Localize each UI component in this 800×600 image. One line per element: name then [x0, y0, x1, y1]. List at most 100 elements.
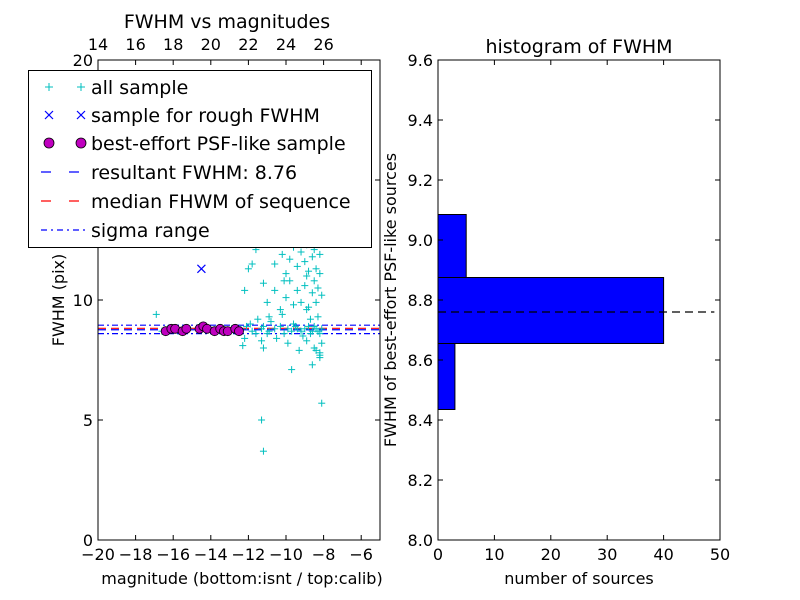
all-sample-point: [258, 337, 266, 345]
all-sample-point: [241, 334, 249, 342]
y-tick-label: 20: [73, 51, 93, 70]
top-x-tick-label: 16: [125, 35, 145, 54]
all-sample-point: [310, 277, 318, 285]
all-sample-point: [278, 250, 286, 258]
legend-label: resultant FWHM: 8.76: [91, 162, 298, 184]
y-tick-label: 5: [83, 411, 93, 430]
all-sample-point: [316, 330, 324, 338]
all-sample-point: [308, 289, 316, 297]
legend-marker-dashdot: [41, 229, 87, 231]
all-sample-point: [293, 262, 301, 270]
all-sample-point: [318, 399, 326, 407]
legend-label: all sample: [91, 77, 189, 99]
histogram-bar: [437, 214, 467, 278]
all-sample-point: [271, 286, 279, 294]
x-tick-label: 20: [541, 545, 561, 564]
legend-marker-circle: [43, 137, 87, 149]
legend-marker-x: [44, 110, 86, 120]
histogram-ylabel: FWHM of best-effort PSF-like sources: [381, 153, 400, 447]
all-sample-point: [318, 291, 326, 299]
scatter-ylabel: FWHM (pix): [49, 254, 68, 347]
y-tick-label: 8.4: [408, 411, 433, 430]
all-sample-point: [288, 366, 296, 374]
x-tick-label: 0: [433, 545, 443, 564]
x-tick-label: −20: [81, 545, 115, 564]
all-sample-point: [284, 325, 292, 333]
all-sample-point: [297, 298, 305, 306]
y-tick-label: 8.8: [408, 291, 433, 310]
all-sample-point: [314, 284, 322, 292]
all-sample-point: [259, 447, 267, 455]
all-sample-point: [312, 298, 320, 306]
all-sample-point: [316, 250, 324, 258]
all-sample-point: [288, 327, 296, 335]
all-sample-point: [248, 327, 256, 335]
all-sample-point: [308, 253, 316, 261]
all-sample-point: [299, 332, 307, 340]
all-sample-point: [305, 267, 313, 275]
all-sample-point: [273, 334, 281, 342]
legend-label: sigma range: [91, 220, 210, 242]
legend-label: best-effort PSF-like sample: [91, 133, 346, 155]
histogram-bar: [437, 277, 665, 344]
all-sample-point: [267, 318, 275, 326]
legend-item-median-fwhm: median FHWM of sequence: [29, 187, 371, 215]
all-sample-point: [286, 255, 294, 263]
legend-label: sample for rough FWHM: [91, 105, 320, 127]
y-tick-label: 9.6: [408, 51, 433, 70]
all-sample-point: [241, 286, 249, 294]
x-tick-label: −16: [156, 545, 190, 564]
legend-marker-plus: [45, 83, 85, 91]
all-sample-point: [316, 349, 324, 357]
all-sample-point: [276, 322, 284, 330]
all-sample-point: [152, 310, 160, 318]
scatter-legend: all sample sample for rough FWHM best-ef…: [28, 70, 372, 248]
x-tick-label: −10: [269, 545, 303, 564]
all-sample-point: [284, 339, 292, 347]
all-sample-point: [282, 270, 290, 278]
all-sample-point: [259, 279, 267, 287]
x-tick-label: 50: [710, 545, 730, 564]
all-sample-point: [303, 272, 311, 280]
all-sample-point: [271, 325, 279, 333]
legend-item-rough-fwhm: sample for rough FWHM: [29, 101, 371, 129]
all-sample-point: [301, 282, 309, 290]
all-sample-point: [259, 322, 267, 330]
histogram-title: histogram of FWHM: [485, 36, 672, 58]
legend-label: median FHWM of sequence: [91, 191, 351, 213]
all-sample-point: [244, 265, 252, 273]
all-sample-point: [295, 346, 303, 354]
legend-marker-dashed-blue: [41, 171, 87, 173]
all-sample-point: [276, 306, 284, 314]
all-sample-point: [280, 330, 288, 338]
all-sample-point: [259, 344, 267, 352]
best-effort-point: [234, 326, 244, 337]
all-sample-point: [303, 306, 311, 314]
y-tick-label: 0: [83, 531, 93, 550]
legend-item-best-effort: best-effort PSF-like sample: [29, 129, 371, 157]
all-sample-point: [278, 310, 286, 318]
all-sample-point: [246, 320, 254, 328]
y-tick-label: 8.2: [408, 471, 433, 490]
legend-item-resultant-fwhm: resultant FWHM: 8.76: [29, 158, 371, 186]
all-sample-point: [314, 313, 322, 321]
top-x-tick-label: 14: [88, 35, 108, 54]
all-sample-point: [293, 325, 301, 333]
top-x-tick-label: 20: [201, 35, 221, 54]
y-tick-label: 9.2: [408, 171, 433, 190]
histogram-bar: [437, 343, 456, 410]
all-sample-point: [282, 294, 290, 302]
x-tick-label: 40: [653, 545, 673, 564]
all-sample-point: [280, 277, 288, 285]
histogram-xlabel: number of sources: [504, 569, 654, 588]
legend-item-sigma-range: sigma range: [29, 216, 371, 244]
all-sample-point: [316, 270, 324, 278]
x-tick-label: −8: [312, 545, 336, 564]
all-sample-point: [243, 322, 251, 330]
all-sample-point: [312, 265, 320, 273]
x-tick-label: 10: [484, 545, 504, 564]
y-tick-label: 8.0: [408, 531, 433, 550]
best-effort-point: [181, 323, 192, 334]
all-sample-point: [290, 320, 298, 328]
scatter-xlabel: magnitude (bottom:isnt / top:calib): [101, 569, 382, 588]
